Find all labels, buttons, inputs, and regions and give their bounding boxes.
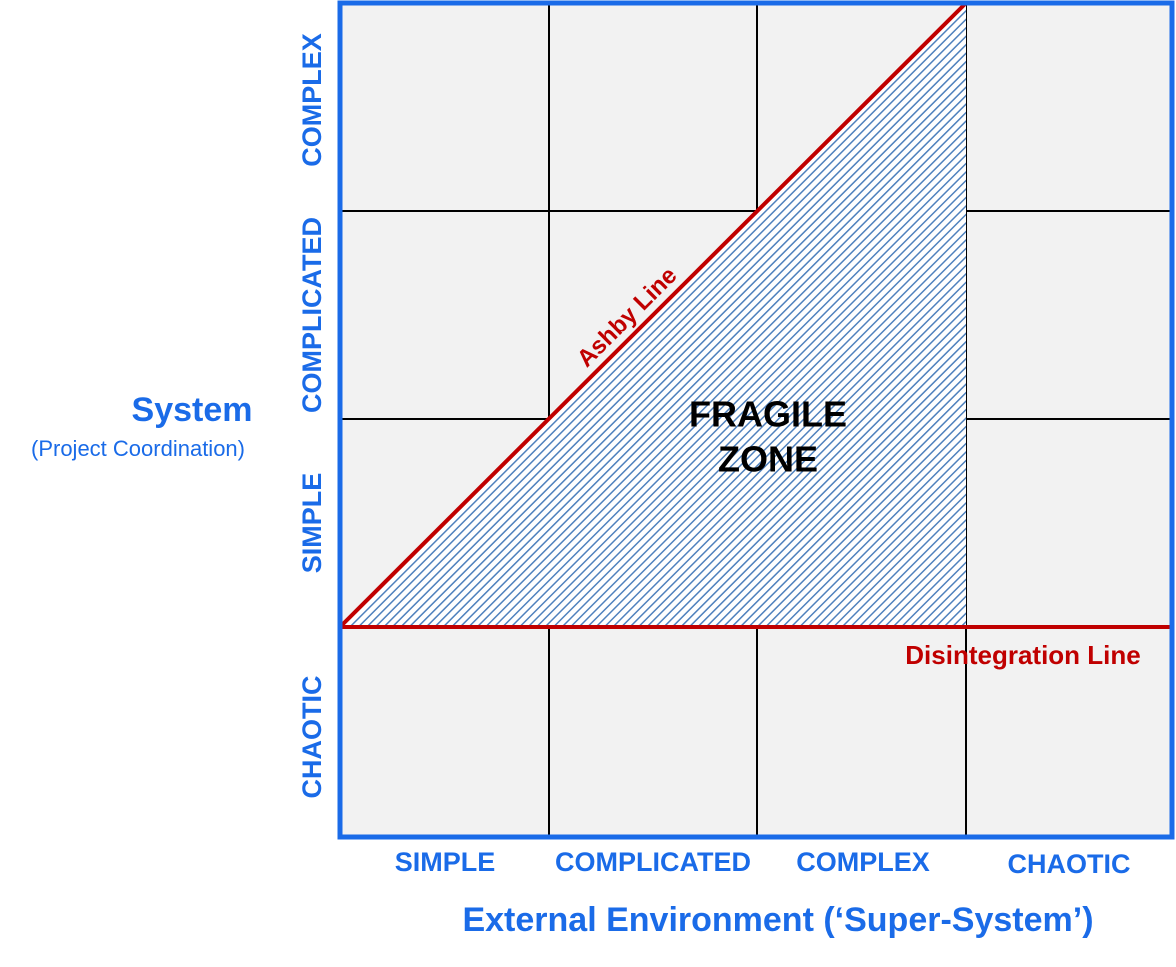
y-level: COMPLEX — [297, 33, 327, 167]
x-level: SIMPLE — [395, 847, 496, 877]
frame — [337, 0, 1175, 840]
zone-label: ZONE — [718, 439, 818, 480]
x-level: CHAOTIC — [1008, 849, 1131, 879]
y-level: CHAOTIC — [297, 676, 327, 799]
disintegration-label: Disintegration Line — [905, 640, 1140, 670]
ashby-line — [338, 1, 968, 629]
y-level: COMPLICATED — [297, 217, 327, 413]
y-level: SIMPLE — [297, 473, 327, 574]
zone-label: FRAGILE — [689, 394, 847, 435]
y-axis-subtitle: (Project Coordination) — [31, 436, 245, 461]
x-level: COMPLICATED — [555, 847, 751, 877]
y-axis-title: System — [132, 391, 253, 429]
x-axis-title: External Environment (‘Super-System’) — [462, 901, 1093, 939]
x-level: COMPLEX — [796, 847, 930, 877]
